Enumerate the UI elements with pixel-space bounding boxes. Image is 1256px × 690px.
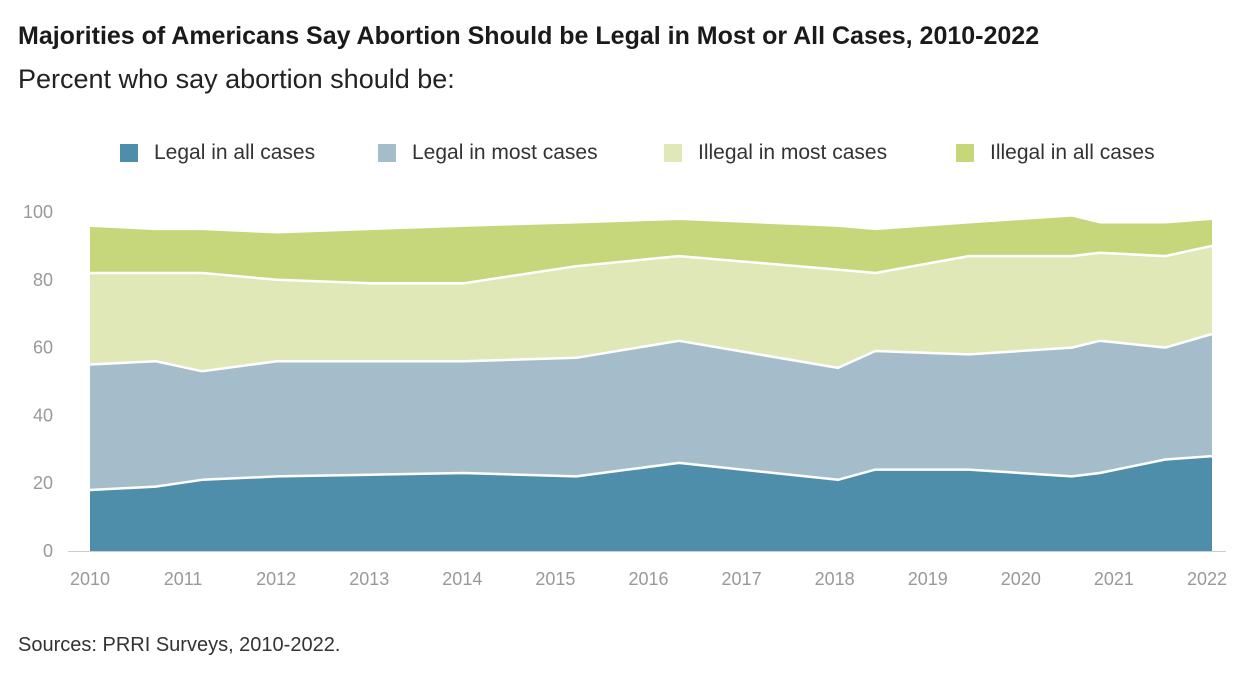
- x-tick-label: 2016: [628, 569, 668, 589]
- x-tick-label: 2018: [815, 569, 855, 589]
- x-tick-label: 2013: [349, 569, 389, 589]
- area-legal-most: [90, 334, 1212, 490]
- legend-label-illegal-most: Illegal in most cases: [698, 141, 888, 164]
- y-tick-label: 20: [33, 473, 53, 493]
- legend-item-illegal-all: Illegal in all cases: [956, 138, 1155, 168]
- x-tick-label: 2014: [442, 569, 482, 589]
- x-tick-label: 2022: [1187, 569, 1227, 589]
- boundary-legal-all: [89, 454, 1213, 492]
- legend-label-legal-most: Legal in most cases: [412, 141, 598, 164]
- legend-swatch-legal-all: [120, 144, 138, 162]
- x-tick-label: 2012: [256, 569, 296, 589]
- boundary-legal-most: [89, 332, 1213, 373]
- legend-label-legal-all: Legal in all cases: [154, 141, 316, 164]
- legend-item-legal-all: Legal in all cases: [120, 138, 315, 168]
- x-tick-label: 2011: [164, 569, 203, 589]
- area-series-group: [90, 215, 1212, 551]
- y-tick-label: 100: [23, 202, 53, 222]
- source-note: Sources: PRRI Surveys, 2010-2022.: [18, 634, 341, 656]
- x-tick-label: 2010: [70, 569, 110, 589]
- area-illegal-most: [90, 245, 1212, 372]
- y-axis-tick-labels: 0 20 40 60 80 100: [23, 202, 53, 561]
- area-legal-all: [90, 456, 1212, 551]
- area-illegal-all: [90, 215, 1212, 284]
- y-tick-label: 0: [43, 541, 53, 561]
- boundary-illegal-all: [89, 214, 1213, 234]
- chart-subtitle: Percent who say abortion should be:: [18, 64, 455, 94]
- legend-swatch-illegal-most: [664, 144, 682, 162]
- legend-swatch-legal-most: [378, 144, 396, 162]
- legend-label-illegal-all: Illegal in all cases: [990, 141, 1155, 164]
- legend-item-illegal-most: Illegal in most cases: [664, 138, 887, 168]
- boundary-illegal-most: [90, 244, 1213, 285]
- legend-item-legal-most: Legal in most cases: [378, 138, 598, 168]
- x-axis-tick-labels: 2010 2011 2012 2013 2014 2015 2016 2017 2018 2019…: [70, 569, 1227, 589]
- x-tick-label: 2019: [908, 569, 948, 589]
- x-tick-label: 2020: [1001, 569, 1041, 589]
- y-tick-label: 40: [33, 405, 53, 425]
- legend: Legal in all cases Legal in most cases I…: [0, 138, 1256, 168]
- x-tick-label: 2017: [722, 569, 762, 589]
- chart-title: Majorities of Americans Say Abortion Sho…: [18, 22, 1040, 50]
- series-boundary-group: [89, 214, 1213, 492]
- x-tick-label: 2015: [535, 569, 575, 589]
- x-tick-label: 2021: [1094, 569, 1134, 589]
- y-tick-label: 60: [33, 338, 53, 358]
- legend-swatch-illegal-all: [956, 144, 974, 162]
- y-tick-label: 80: [33, 270, 53, 290]
